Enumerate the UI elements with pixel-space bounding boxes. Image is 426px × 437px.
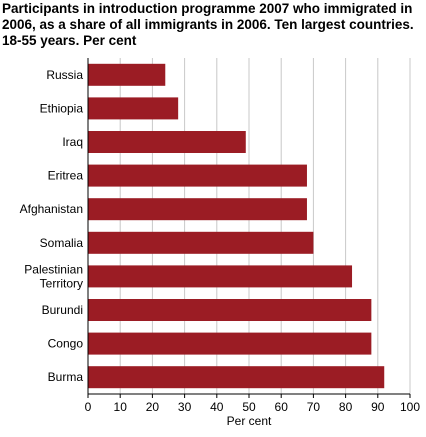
chart-title: Participants in introduction programme 2… <box>2 1 422 49</box>
chart-title-line-1: Participants in introduction programme 2… <box>2 1 413 16</box>
category-label-1: Ethiopia <box>40 101 84 115</box>
bar-4 <box>88 198 307 221</box>
x-tick-label-4: 40 <box>210 400 224 414</box>
x-tick-label-3: 30 <box>178 400 192 414</box>
bar-1 <box>88 97 179 120</box>
x-tick-label-10: 100 <box>400 400 420 414</box>
x-axis-label: Per cent <box>227 414 272 428</box>
category-label-3: Eritrea <box>48 169 84 183</box>
x-tick-label-0: 0 <box>85 400 92 414</box>
bar-3 <box>88 164 307 187</box>
category-label-4: Afghanistan <box>20 202 83 216</box>
chart-title-line-2: 2006, as a share of all immigrants in 20… <box>2 17 414 32</box>
category-label-7: Burundi <box>42 303 83 317</box>
chart-title-line-3: 18-55 years. Per cent <box>2 33 137 48</box>
bar-9 <box>88 366 385 389</box>
x-tick-label-8: 80 <box>339 400 353 414</box>
category-label-5: Somalia <box>40 236 84 250</box>
x-tick-label-6: 60 <box>275 400 289 414</box>
bar-2 <box>88 131 246 153</box>
bar-7 <box>88 299 372 321</box>
x-tick-label-9: 90 <box>371 400 385 414</box>
category-label-0: Russia <box>46 68 83 82</box>
category-label-8: Congo <box>48 337 84 351</box>
category-label-9: Burma <box>48 370 84 384</box>
x-tick-label-5: 50 <box>242 400 256 414</box>
category-label-2: Iraq <box>62 135 83 149</box>
bar-5 <box>88 231 314 254</box>
x-tick-label-1: 10 <box>114 400 128 414</box>
bar-6 <box>88 265 353 288</box>
category-labels: Russia Ethiopia Iraq Eritrea Afghanistan Soma… <box>20 68 84 384</box>
category-label-6-1: Territory <box>40 276 83 290</box>
category-label-6-0: Palestinian <box>24 262 83 276</box>
bars <box>88 63 385 389</box>
axes <box>87 58 411 398</box>
bar-8 <box>88 332 372 355</box>
bar-0 <box>88 63 166 86</box>
x-tick-label-2: 20 <box>146 400 160 414</box>
x-tick-label-7: 70 <box>307 400 321 414</box>
tick-labels: 0 10 20 30 40 50 60 70 80 90 100 <box>85 400 421 414</box>
